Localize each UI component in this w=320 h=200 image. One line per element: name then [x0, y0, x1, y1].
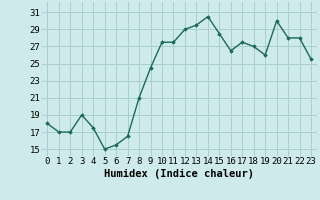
X-axis label: Humidex (Indice chaleur): Humidex (Indice chaleur) — [104, 169, 254, 179]
